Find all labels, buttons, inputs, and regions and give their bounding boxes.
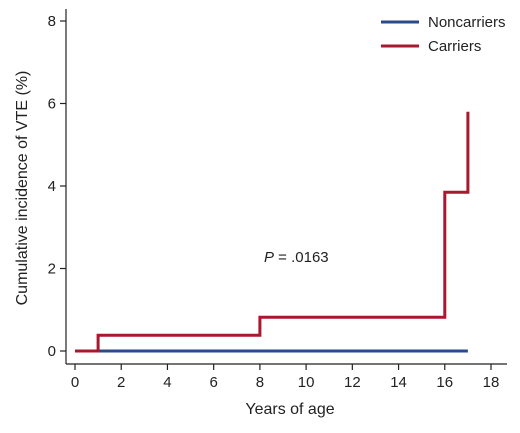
y-tick-label: 4	[48, 178, 56, 195]
ticks: 0 2 4 6 8 10 12 14 16 18 0 2 4 6 8	[48, 13, 500, 391]
series-line-carriers	[75, 111, 470, 353]
y-tick-label: 2	[48, 261, 56, 278]
x-tick-label: 12	[344, 374, 361, 391]
p-value-annotation: P = .0163	[264, 249, 329, 266]
y-tick-label: 6	[48, 96, 56, 113]
p-label: P	[264, 249, 274, 266]
axes	[65, 9, 507, 365]
x-tick-label: 14	[390, 374, 407, 391]
x-tick-label: 8	[256, 374, 264, 391]
x-tick-label: 10	[298, 374, 315, 391]
legend: Noncarriers Carriers	[381, 14, 506, 55]
x-tick-label: 6	[209, 374, 217, 391]
x-tick-label: 2	[117, 374, 125, 391]
x-tick-label: 16	[436, 374, 453, 391]
x-tick-label: 4	[163, 374, 171, 391]
x-axis-label: Years of age	[245, 401, 334, 418]
legend-label-noncarriers: Noncarriers	[428, 14, 506, 31]
legend-label-carriers: Carriers	[428, 38, 481, 55]
y-axis-label: Cumulative incidence of VTE (%)	[14, 71, 31, 306]
y-tick-label: 8	[48, 13, 56, 30]
x-tick-label: 0	[71, 374, 79, 391]
p-value: = .0163	[274, 249, 329, 266]
y-tick-label: 0	[48, 343, 56, 360]
x-tick-label: 18	[483, 374, 500, 391]
series-lines	[75, 111, 470, 353]
